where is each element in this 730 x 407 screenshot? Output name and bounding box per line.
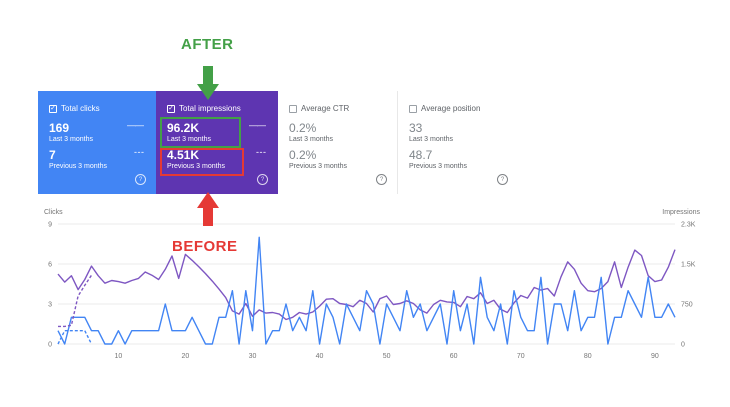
clicks-current-label: Last 3 months bbox=[49, 136, 93, 143]
ctr-current-label: Last 3 months bbox=[289, 136, 333, 143]
dashed-line-legend-icon: - - - bbox=[134, 147, 144, 157]
checkbox-unchecked-icon[interactable] bbox=[289, 104, 297, 113]
x-tick-label: 20 bbox=[182, 353, 190, 360]
clicks-series-line bbox=[57, 236, 676, 345]
before-highlight-box bbox=[160, 148, 244, 176]
y-left-tick-label: 6 bbox=[48, 262, 52, 269]
dashed-line-legend-icon: - - - bbox=[256, 147, 266, 157]
position-previous-label: Previous 3 months bbox=[409, 163, 467, 170]
metric-cards: ✓ Total clicks 169 Last 3 months 7 Previ… bbox=[38, 91, 683, 194]
x-tick-label: 40 bbox=[316, 353, 324, 360]
position-current-label: Last 3 months bbox=[409, 136, 453, 143]
y-left-tick-label: 3 bbox=[48, 302, 52, 309]
help-icon[interactable]: ? bbox=[135, 174, 146, 185]
ctr-previous-label: Previous 3 months bbox=[289, 163, 347, 170]
y-right-tick-label: 750 bbox=[681, 302, 693, 309]
x-tick-label: 90 bbox=[651, 353, 659, 360]
clicks-previous-label: Previous 3 months bbox=[49, 163, 107, 170]
impressions-current-value: 96.2K bbox=[167, 121, 200, 135]
before-arrow-up-icon bbox=[197, 192, 219, 226]
y-left-tick-label: 0 bbox=[48, 342, 52, 349]
average-position-card[interactable]: Average position 33 Last 3 months 48.7 P… bbox=[398, 91, 518, 194]
x-tick-label: 80 bbox=[584, 353, 592, 360]
before-label: BEFORE bbox=[172, 238, 238, 255]
help-icon[interactable]: ? bbox=[497, 174, 508, 185]
help-icon[interactable]: ? bbox=[257, 174, 268, 185]
clicks-previous-series-line bbox=[57, 330, 93, 345]
card-header: ✓ Total clicks bbox=[49, 104, 100, 113]
card-title: Average position bbox=[421, 104, 481, 113]
card-title: Total clicks bbox=[61, 104, 100, 113]
y-right-tick-label: 1.5K bbox=[681, 262, 696, 269]
impressions-series-line bbox=[57, 249, 676, 321]
position-previous-value: 48.7 bbox=[409, 148, 433, 162]
solid-line-legend-icon: —— bbox=[127, 120, 144, 130]
card-header: Average position bbox=[409, 104, 480, 113]
clicks-previous-value: 7 bbox=[49, 148, 56, 162]
chart-series bbox=[57, 236, 676, 345]
y-right-axis-label: Impressions bbox=[662, 209, 700, 216]
after-arrow-down-icon bbox=[197, 66, 219, 100]
average-ctr-card[interactable]: Average CTR 0.2% Last 3 months 0.2% Prev… bbox=[278, 91, 398, 194]
checkbox-unchecked-icon[interactable] bbox=[409, 104, 417, 113]
card-title: Total impressions bbox=[179, 104, 241, 113]
clicks-current-value: 169 bbox=[49, 121, 70, 135]
position-current-value: 33 bbox=[409, 121, 423, 135]
y-left-axis-label: Clicks bbox=[44, 209, 63, 216]
after-label: AFTER bbox=[181, 36, 234, 53]
x-tick-label: 60 bbox=[450, 353, 458, 360]
card-title: Average CTR bbox=[301, 104, 350, 113]
ctr-current-value: 0.2% bbox=[289, 121, 317, 135]
card-header: Average CTR bbox=[289, 104, 349, 113]
y-right-tick-label: 0 bbox=[681, 342, 685, 349]
total-clicks-card[interactable]: ✓ Total clicks 169 Last 3 months 7 Previ… bbox=[38, 91, 156, 194]
card-header: ✓ Total impressions bbox=[167, 104, 241, 113]
impressions-current-label: Last 3 months bbox=[167, 136, 211, 143]
checkbox-checked-icon[interactable]: ✓ bbox=[49, 104, 57, 113]
chart-axes: 0 0 3 750 6 1.5K 9 2.3K Clicks Impressions 10 20 30 4… bbox=[44, 209, 701, 360]
x-tick-label: 70 bbox=[517, 353, 525, 360]
total-impressions-card[interactable]: ✓ Total impressions 96.2K Last 3 months … bbox=[156, 91, 278, 194]
checkbox-checked-icon[interactable]: ✓ bbox=[167, 104, 175, 113]
x-tick-label: 30 bbox=[249, 353, 257, 360]
help-icon[interactable]: ? bbox=[376, 174, 387, 185]
x-tick-label: 10 bbox=[114, 353, 122, 360]
impressions-previous-series-line bbox=[58, 274, 93, 328]
solid-line-legend-icon: —— bbox=[249, 120, 266, 130]
impressions-previous-label: Previous 3 months bbox=[167, 163, 225, 170]
after-highlight-box bbox=[160, 117, 241, 148]
y-right-tick-label: 2.3K bbox=[681, 222, 696, 229]
impressions-previous-value: 4.51K bbox=[167, 148, 200, 162]
ctr-previous-value: 0.2% bbox=[289, 148, 317, 162]
y-left-tick-label: 9 bbox=[48, 222, 52, 229]
x-tick-label: 50 bbox=[383, 353, 391, 360]
